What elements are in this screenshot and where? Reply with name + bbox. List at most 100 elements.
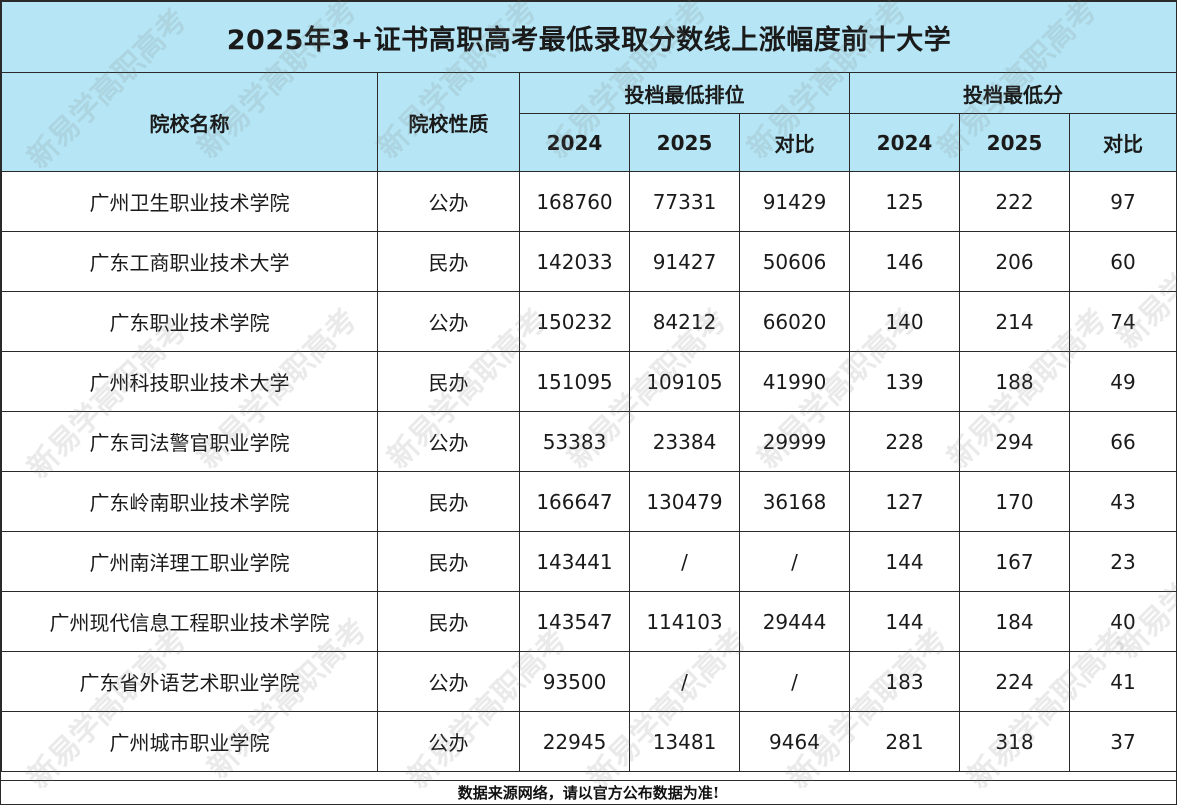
table-row: 广东职业技术学院 公办 150232 84212 66020 140 214 74 bbox=[1, 291, 1176, 352]
rank-diff-cell: 50606 bbox=[739, 231, 850, 292]
rank-2025-cell: 23384 bbox=[629, 411, 740, 472]
rank-2025-cell: 130479 bbox=[629, 471, 740, 532]
score-2025-cell: 214 bbox=[959, 291, 1070, 352]
school-name-cell: 广东省外语艺术职业学院 bbox=[1, 651, 378, 712]
table-row: 广州科技职业技术大学 民办 151095 109105 41990 139 188 49 bbox=[1, 351, 1176, 412]
rank-diff-cell: 29444 bbox=[739, 591, 850, 652]
score-2024-cell: 125 bbox=[849, 171, 960, 232]
school-name-cell: 广州科技职业技术大学 bbox=[1, 351, 378, 412]
score-2024-cell: 127 bbox=[849, 471, 960, 532]
rank-diff-cell: 91429 bbox=[739, 171, 850, 232]
header-rank-2025: 2025 bbox=[629, 113, 740, 172]
score-diff-cell: 37 bbox=[1068, 711, 1176, 772]
rank-2024-cell: 151095 bbox=[519, 351, 630, 412]
school-name-cell: 广东司法警官职业学院 bbox=[1, 411, 378, 472]
score-2025-cell: 222 bbox=[959, 171, 1070, 232]
rank-diff-cell: 41990 bbox=[739, 351, 850, 412]
rank-diff-cell: / bbox=[739, 651, 850, 712]
rank-2024-cell: 143441 bbox=[519, 531, 630, 592]
table-row: 广东岭南职业技术学院 民办 166647 130479 36168 127 170 43 bbox=[1, 471, 1176, 532]
school-type-cell: 公办 bbox=[377, 171, 520, 232]
header-score-2025: 2025 bbox=[959, 113, 1070, 172]
school-type-cell: 民办 bbox=[377, 351, 520, 412]
rank-diff-cell: 66020 bbox=[739, 291, 850, 352]
school-type-cell: 民办 bbox=[377, 531, 520, 592]
header-score-group: 投档最低分 bbox=[848, 72, 1176, 114]
table-body: 广州卫生职业技术学院 公办 168760 77331 91429 125 222 97 广东工… bbox=[1, 171, 1176, 772]
rank-2025-cell: / bbox=[629, 651, 740, 712]
school-type-cell: 公办 bbox=[377, 651, 520, 712]
school-type-cell: 公办 bbox=[377, 711, 520, 772]
score-2025-cell: 167 bbox=[959, 531, 1070, 592]
rank-diff-cell: / bbox=[739, 531, 850, 592]
school-type-cell: 民办 bbox=[377, 231, 520, 292]
table-row: 广州城市职业学院 公办 22945 13481 9464 281 318 37 bbox=[1, 711, 1176, 772]
school-name-cell: 广州城市职业学院 bbox=[1, 711, 378, 772]
score-2025-cell: 224 bbox=[959, 651, 1070, 712]
score-diff-cell: 49 bbox=[1068, 351, 1176, 412]
rank-2024-cell: 53383 bbox=[519, 411, 630, 472]
rank-2025-cell: 77331 bbox=[629, 171, 740, 232]
score-diff-cell: 41 bbox=[1068, 651, 1176, 712]
school-name-cell: 广东岭南职业技术学院 bbox=[1, 471, 378, 532]
rank-2024-cell: 168760 bbox=[519, 171, 630, 232]
rank-2024-cell: 150232 bbox=[519, 291, 630, 352]
rank-2024-cell: 22945 bbox=[519, 711, 630, 772]
rank-2025-cell: 109105 bbox=[629, 351, 740, 412]
table-row: 广州南洋理工职业学院 民办 143441//144 167 23 bbox=[1, 531, 1176, 592]
score-diff-cell: 74 bbox=[1068, 291, 1176, 352]
score-diff-cell: 97 bbox=[1068, 171, 1176, 232]
header-school-name: 院校名称 bbox=[1, 72, 378, 172]
header-score-2024: 2024 bbox=[849, 113, 960, 172]
score-2024-cell: 140 bbox=[849, 291, 960, 352]
score-2024-cell: 228 bbox=[849, 411, 960, 472]
rank-2025-cell: 84212 bbox=[629, 291, 740, 352]
school-type-cell: 民办 bbox=[377, 591, 520, 652]
score-2024-cell: 146 bbox=[849, 231, 960, 292]
rank-diff-cell: 29999 bbox=[739, 411, 850, 472]
header-school-type: 院校性质 bbox=[377, 72, 520, 172]
score-2024-cell: 144 bbox=[849, 531, 960, 592]
header-rank-2024: 2024 bbox=[519, 113, 630, 172]
school-name-cell: 广州南洋理工职业学院 bbox=[1, 531, 378, 592]
rank-2024-cell: 166647 bbox=[519, 471, 630, 532]
table-row: 广东工商职业技术大学 民办 142033 91427 50606 146 206 60 bbox=[1, 231, 1176, 292]
table-title: 2025年3+证书高职高考最低录取分数线上涨幅度前十大学 bbox=[1, 1, 1176, 73]
rank-2025-cell: 114103 bbox=[629, 591, 740, 652]
table-row: 广东司法警官职业学院 公办 53383 23384 29999 228 294 66 bbox=[1, 411, 1176, 472]
score-diff-cell: 43 bbox=[1068, 471, 1176, 532]
rank-2024-cell: 142033 bbox=[519, 231, 630, 292]
rank-2024-cell: 143547 bbox=[519, 591, 630, 652]
source-footnote: 数据来源网络，请以官方公布数据为准! bbox=[1, 780, 1176, 804]
score-2025-cell: 188 bbox=[959, 351, 1070, 412]
rank-2024-cell: 93500 bbox=[519, 651, 630, 712]
rank-diff-cell: 9464 bbox=[739, 711, 850, 772]
rank-2025-cell: 91427 bbox=[629, 231, 740, 292]
rank-2025-cell: / bbox=[629, 531, 740, 592]
score-diff-cell: 40 bbox=[1068, 591, 1176, 652]
school-name-cell: 广东职业技术学院 bbox=[1, 291, 378, 352]
score-2024-cell: 139 bbox=[849, 351, 960, 412]
score-2024-cell: 281 bbox=[849, 711, 960, 772]
score-2024-cell: 144 bbox=[849, 591, 960, 652]
school-name-cell: 广州现代信息工程职业技术学院 bbox=[1, 591, 378, 652]
school-type-cell: 民办 bbox=[377, 471, 520, 532]
score-2025-cell: 294 bbox=[959, 411, 1070, 472]
score-table: 2025年3+证书高职高考最低录取分数线上涨幅度前十大学 院校名称 院校性质 投… bbox=[1, 1, 1176, 772]
rank-diff-cell: 36168 bbox=[739, 471, 850, 532]
table-row: 广东省外语艺术职业学院 公办 93500//183 224 41 bbox=[1, 651, 1176, 712]
school-name-cell: 广东工商职业技术大学 bbox=[1, 231, 378, 292]
header-score-compare: 对比 bbox=[1068, 113, 1176, 172]
score-diff-cell: 23 bbox=[1068, 531, 1176, 592]
header-rank-compare: 对比 bbox=[739, 113, 850, 172]
score-2024-cell: 183 bbox=[849, 651, 960, 712]
school-type-cell: 公办 bbox=[377, 411, 520, 472]
score-diff-cell: 66 bbox=[1068, 411, 1176, 472]
rank-2025-cell: 13481 bbox=[629, 711, 740, 772]
table-row: 广州卫生职业技术学院 公办 168760 77331 91429 125 222 97 bbox=[1, 171, 1176, 232]
score-diff-cell: 60 bbox=[1068, 231, 1176, 292]
table-row: 广州现代信息工程职业技术学院 民办 143547 114103 29444 144 184 4… bbox=[1, 591, 1176, 652]
school-name-cell: 广州卫生职业技术学院 bbox=[1, 171, 378, 232]
score-2025-cell: 184 bbox=[959, 591, 1070, 652]
